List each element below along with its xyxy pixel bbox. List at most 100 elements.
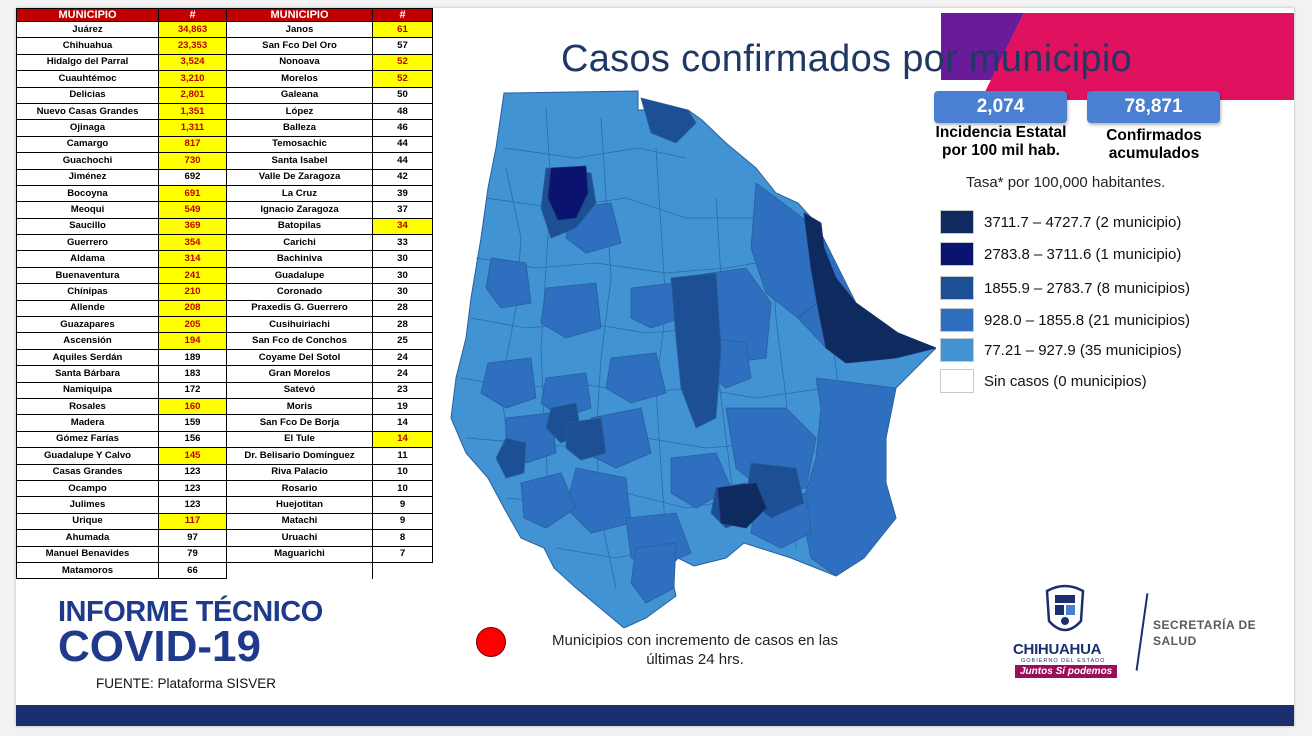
municipio-name: Valle De Zaragoza [226,168,373,186]
case-count: 172 [158,381,227,399]
legend-label: 1855.9 – 2783.7 (8 municipios) [984,279,1190,297]
table-row: Allende 208 Praxedis G. Guerrero 28 [16,299,433,318]
legend-item: 77.21 – 927.9 (35 municipios) [940,338,1182,362]
table-row: Manuel Benavides 79 Maguarichi 7 [16,545,433,563]
red-dot-icon [476,627,506,657]
case-count: 39 [372,184,433,203]
municipio-name: Juárez [16,20,159,39]
municipio-name: Casas Grandes [16,463,159,481]
municipio-name: Janos [226,20,373,39]
case-count: 691 [158,184,227,203]
table-row: Ojinaga 1,311 Balleza 46 [16,119,433,137]
case-count: 208 [158,299,227,318]
tier-3711-4727-south [717,482,767,529]
municipio-name: Cuauhtémoc [16,70,159,88]
confirmed-value-box: 78,871 [1087,91,1220,123]
municipio-name: Matamoros [16,561,159,580]
case-count: 66 [158,561,227,580]
municipio-name: Riva Palacio [226,463,373,481]
municipality-table-container: MUNICIPIO # MUNICIPIO # Juárez 34,863 Jano… [16,8,433,586]
table-row: Aldama 314 Bachiniva 30 [16,250,433,268]
municipio-name: El Tule [226,430,373,449]
municipio-name: Namiquipa [16,381,159,399]
case-count: 28 [372,299,433,318]
page-title: Casos confirmados por municipio [561,38,1133,80]
case-count: 9 [372,496,433,514]
incidence-label-line2: por 100 mil hab. [941,142,1060,159]
case-count: 354 [158,234,227,252]
legend-swatch [940,242,974,266]
case-count: 37 [372,201,433,219]
case-count: 11 [372,447,433,465]
slogan-juntos: Juntos [1020,666,1053,677]
municipio-name: Guachochi [16,152,159,170]
table-row: Ahumada 97 Uruachi 8 [16,529,433,547]
case-count: 692 [158,168,227,186]
municipio-name: Coronado [226,283,373,301]
government-logo: CHIHUAHUA GOBIERNO DEL ESTADO Juntos Sí … [1001,583,1271,683]
tier-2783-3711 [547,165,589,221]
case-count: 44 [372,152,433,170]
logo-name: CHIHUAHUA [1013,641,1102,658]
table-row: Bocoyna 691 La Cruz 39 [16,184,433,203]
header-count-2: # [372,8,433,22]
legend-swatch [940,369,974,393]
municipio-name: Ascensión [16,332,159,350]
municipio-name: Praxedis G. Guerrero [226,299,373,318]
municipio-name: Allende [16,299,159,318]
case-count: 23,353 [158,37,227,55]
slogan-si-podemos: Sí podemos [1055,666,1113,677]
municipio-name: Madera [16,414,159,432]
case-count: 123 [158,496,227,514]
table-row: Ascensión 194 San Fco de Conchos 25 [16,332,433,350]
incidence-label-line1: Incidencia Estatal [935,124,1067,141]
table-row: Nuevo Casas Grandes 1,351 López 48 [16,102,433,121]
municipio-name: Rosales [16,397,159,416]
confirmed-label-line1: Confirmados [1106,127,1202,144]
table-row: Guachochi 730 Santa Isabel 44 [16,152,433,170]
legend-swatch [940,308,974,332]
table-row: Guerrero 354 Carichi 33 [16,234,433,252]
table-row: Rosales 160 Moris 19 [16,397,433,416]
case-count: 3,210 [158,70,227,88]
case-count: 46 [372,119,433,137]
municipio-name: Batopilas [226,217,373,236]
municipio-name: Carichi [226,234,373,252]
municipio-name: Gómez Farías [16,430,159,449]
header-municipio-2: MUNICIPIO [226,8,373,22]
case-count: 189 [158,348,227,367]
case-count: 369 [158,217,227,236]
table-row: Santa Bárbara 183 Gran Morelos 24 [16,365,433,383]
legend-item: 928.0 – 1855.8 (21 municipios) [940,308,1190,332]
case-count: 52 [372,70,433,88]
case-count: 205 [158,316,227,334]
case-count: 194 [158,332,227,350]
municipio-name: Nuevo Casas Grandes [16,102,159,121]
case-count: 314 [158,250,227,268]
municipio-name: La Cruz [226,184,373,203]
municipio-name: Aldama [16,250,159,268]
municipio-name: San Fco Del Oro [226,37,373,55]
case-count: 156 [158,430,227,449]
table-row: Urique 117 Matachi 9 [16,512,433,531]
case-count: 25 [372,332,433,350]
case-count: 34,863 [158,20,227,39]
legend-item: 2783.8 – 3711.6 (1 municipio) [940,242,1181,266]
case-count: 730 [158,152,227,170]
department-line1: SECRETARÍA DE [1153,618,1257,632]
municipio-name: Balleza [226,119,373,137]
case-count: 48 [372,102,433,121]
table-row: Ocampo 123 Rosario 10 [16,479,433,498]
table-row: Gómez Farías 156 El Tule 14 [16,430,433,449]
case-count: 817 [158,135,227,154]
municipio-name: Chínipas [16,283,159,301]
case-count: 30 [372,250,433,268]
case-count: 23 [372,381,433,399]
case-count: 97 [158,529,227,547]
municipio-name: Hidalgo del Parral [16,53,159,72]
municipio-name: Moris [226,397,373,416]
table-row: Chihuahua 23,353 San Fco Del Oro 57 [16,37,433,55]
table-row: Hidalgo del Parral 3,524 Nonoava 52 [16,53,433,72]
municipio-name: Saucillo [16,217,159,236]
case-count: 10 [372,479,433,498]
